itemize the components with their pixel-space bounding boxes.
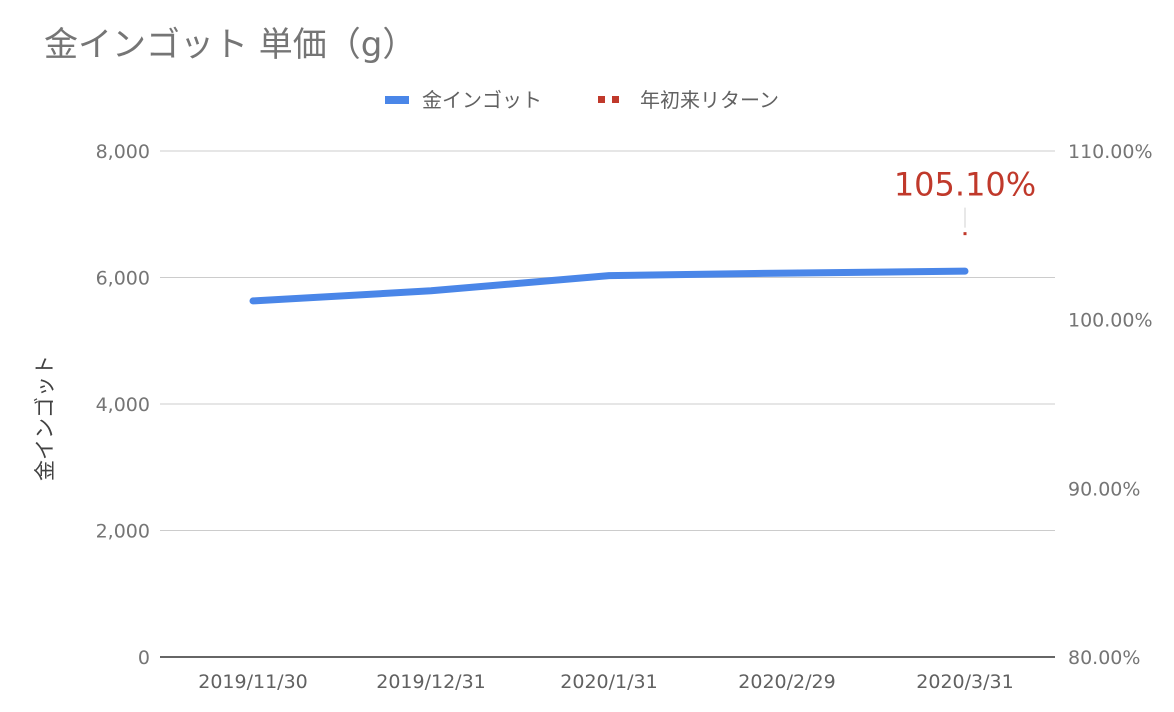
legend-swatch-gold-ingot bbox=[385, 96, 409, 104]
left-axis-tick-label: 4,000 bbox=[96, 394, 150, 416]
legend-swatch-ytd-return-dot-1 bbox=[598, 96, 605, 103]
right-axis-tick-label: 110.00% bbox=[1068, 141, 1153, 163]
chart-title: 金インゴット 単価（g） bbox=[44, 25, 416, 65]
x-axis-tick-label: 2019/12/31 bbox=[376, 671, 486, 693]
x-axis-tick-label: 2019/11/30 bbox=[198, 671, 308, 693]
left-axis-tick-label: 6,000 bbox=[96, 268, 150, 290]
gridlines bbox=[160, 150, 1055, 658]
legend-swatch-ytd-return-dot-2 bbox=[612, 96, 619, 103]
left-axis-ticks: 8,000 6,000 4,000 2,000 0 bbox=[96, 141, 150, 669]
data-point-gold-ingot bbox=[431, 290, 432, 291]
legend-label-ytd-return: 年初来リターン bbox=[640, 88, 779, 112]
x-axis-tick-label: 2020/3/31 bbox=[916, 671, 1013, 693]
data-point-gold-ingot bbox=[787, 273, 788, 274]
left-axis-tick-label: 2,000 bbox=[96, 521, 150, 543]
data-point-gold-ingot bbox=[609, 275, 610, 276]
legend-label-gold-ingot: 金インゴット bbox=[422, 88, 542, 112]
right-axis-tick-label: 100.00% bbox=[1068, 310, 1153, 332]
left-axis-tick-label: 0 bbox=[138, 647, 150, 669]
legend: 金インゴット 年初来リターン bbox=[385, 88, 779, 112]
data-point-gold-ingot bbox=[965, 271, 966, 272]
data-label-ytd-return: 105.10% bbox=[894, 166, 1036, 204]
right-axis-tick-label: 90.00% bbox=[1068, 478, 1140, 500]
right-axis-tick-label: 80.00% bbox=[1068, 647, 1140, 669]
right-axis-ticks: 110.00% 100.00% 90.00% 80.00% bbox=[1068, 141, 1153, 669]
series: 105.10% bbox=[249, 166, 1036, 305]
x-axis-tick-label: 2020/1/31 bbox=[560, 671, 657, 693]
left-axis-tick-label: 8,000 bbox=[96, 141, 150, 163]
x-axis-ticks: 2019/11/30 2019/12/31 2020/1/31 2020/2/29 20… bbox=[198, 671, 1013, 693]
series-line-gold-ingot bbox=[249, 267, 969, 305]
data-point-ytd-return bbox=[963, 232, 967, 236]
data-point-gold-ingot bbox=[253, 300, 254, 301]
y-axis-title: 金インゴット bbox=[33, 355, 57, 481]
x-axis-tick-label: 2020/2/29 bbox=[738, 671, 835, 693]
